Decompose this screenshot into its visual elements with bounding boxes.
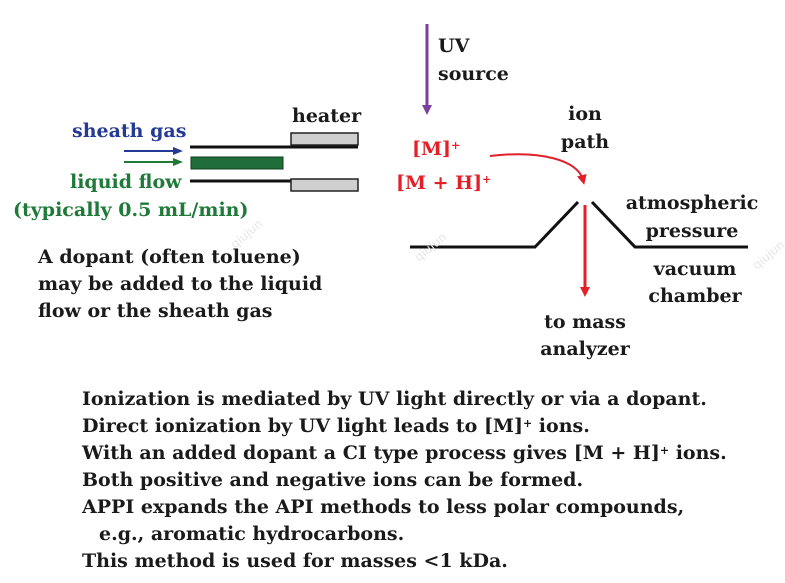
- note-line: Direct ionization by UV light leads to […: [82, 415, 590, 437]
- liquid-flow-label: liquid flow: [70, 171, 182, 193]
- to-mass-analyzer-label: to mass analyzer: [540, 311, 630, 360]
- note-line: e.g., aromatic hydrocarbons.: [99, 523, 405, 545]
- interface-left: [410, 200, 580, 249]
- liquid-capillary: [190, 156, 284, 170]
- uv-source-label: UV source: [438, 35, 509, 85]
- summary-notes: Ionization is mediated by UV light direc…: [82, 386, 727, 575]
- dopant-note: A dopant (often toluene) may be added to…: [38, 246, 323, 322]
- interface-right: [590, 200, 748, 249]
- flow-rate-label: (typically 0.5 mL/min): [13, 199, 249, 221]
- vacuum-chamber-label: vacuum chamber: [648, 258, 742, 307]
- m-ion-label: [M]+: [412, 138, 461, 160]
- sprayer-tube: [190, 132, 359, 192]
- heater-block-bottom: [290, 178, 359, 192]
- note-line: Both positive and negative ions can be f…: [82, 469, 584, 491]
- note-line: This method is used for masses <1 kDa.: [82, 550, 508, 572]
- mh-ion-label: [M + H]+: [396, 172, 492, 194]
- heater-label: heater: [292, 105, 362, 127]
- heater-block-top: [290, 132, 359, 146]
- note-line: With an added dopant a CI type process g…: [82, 442, 727, 464]
- sheath-gas-label: sheath gas: [72, 120, 187, 142]
- note-line: APPI expands the API methods to less pol…: [82, 496, 685, 518]
- ion-path-arrow: [489, 153, 587, 185]
- atmospheric-pressure-label: atmospheric pressure: [625, 192, 759, 242]
- ion-path-label: ion path: [560, 103, 610, 153]
- note-line: Ionization is mediated by UV light direc…: [82, 388, 707, 410]
